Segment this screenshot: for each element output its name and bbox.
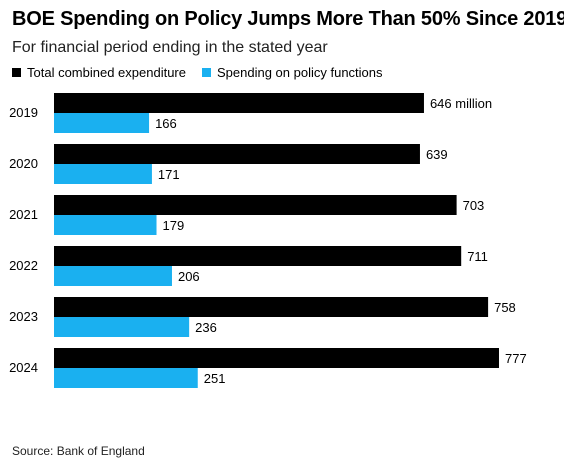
value-label-policy-2021: 179 — [163, 218, 185, 233]
bar-total-2024 — [54, 348, 499, 368]
category-label-2024: 2024 — [9, 360, 38, 375]
chart-title: BOE Spending on Policy Jumps More Than 5… — [12, 8, 564, 30]
category-label-2019: 2019 — [9, 105, 38, 120]
legend-label-total: Total combined expenditure — [27, 65, 186, 80]
legend-swatch-total — [12, 68, 21, 77]
source-note: Source: Bank of England — [12, 444, 145, 458]
value-label-policy-2019: 166 — [155, 116, 177, 131]
bar-total-2022 — [54, 246, 462, 266]
value-label-policy-2022: 206 — [178, 269, 200, 284]
legend: Total combined expenditure Spending on p… — [12, 65, 399, 80]
bar-policy-2024 — [54, 368, 198, 388]
value-label-total-2022: 711 — [467, 249, 488, 264]
value-label-total-2021: 703 — [463, 198, 485, 213]
category-label-2020: 2020 — [9, 156, 38, 171]
bar-policy-2022 — [54, 266, 172, 286]
legend-item-total: Total combined expenditure — [12, 65, 186, 80]
bar-total-2019 — [54, 93, 424, 113]
value-label-total-2020: 639 — [426, 147, 448, 162]
category-label-2023: 2023 — [9, 309, 38, 324]
value-label-total-2019: 646 million — [430, 96, 492, 111]
legend-item-policy: Spending on policy functions — [202, 65, 383, 80]
legend-label-policy: Spending on policy functions — [217, 65, 383, 80]
bar-chart: 2019 646 million 166 2020 639 171 2021 703 179 20… — [9, 93, 527, 388]
category-label-2021: 2021 — [9, 207, 38, 222]
value-label-total-2023: 758 — [494, 300, 516, 315]
value-label-policy-2023: 236 — [195, 320, 217, 335]
value-label-policy-2020: 171 — [158, 167, 180, 182]
bar-policy-2020 — [54, 164, 152, 184]
bar-total-2023 — [54, 297, 489, 317]
category-label-2022: 2022 — [9, 258, 38, 273]
value-label-policy-2024: 251 — [204, 371, 226, 386]
chart-subtitle: For financial period ending in the state… — [12, 39, 328, 56]
value-label-total-2024: 777 — [505, 351, 527, 366]
legend-swatch-policy — [202, 68, 211, 77]
bar-total-2020 — [54, 144, 420, 164]
bar-policy-2019 — [54, 113, 150, 133]
bar-policy-2023 — [54, 317, 190, 337]
bar-policy-2021 — [54, 215, 157, 235]
bar-total-2021 — [54, 195, 457, 215]
